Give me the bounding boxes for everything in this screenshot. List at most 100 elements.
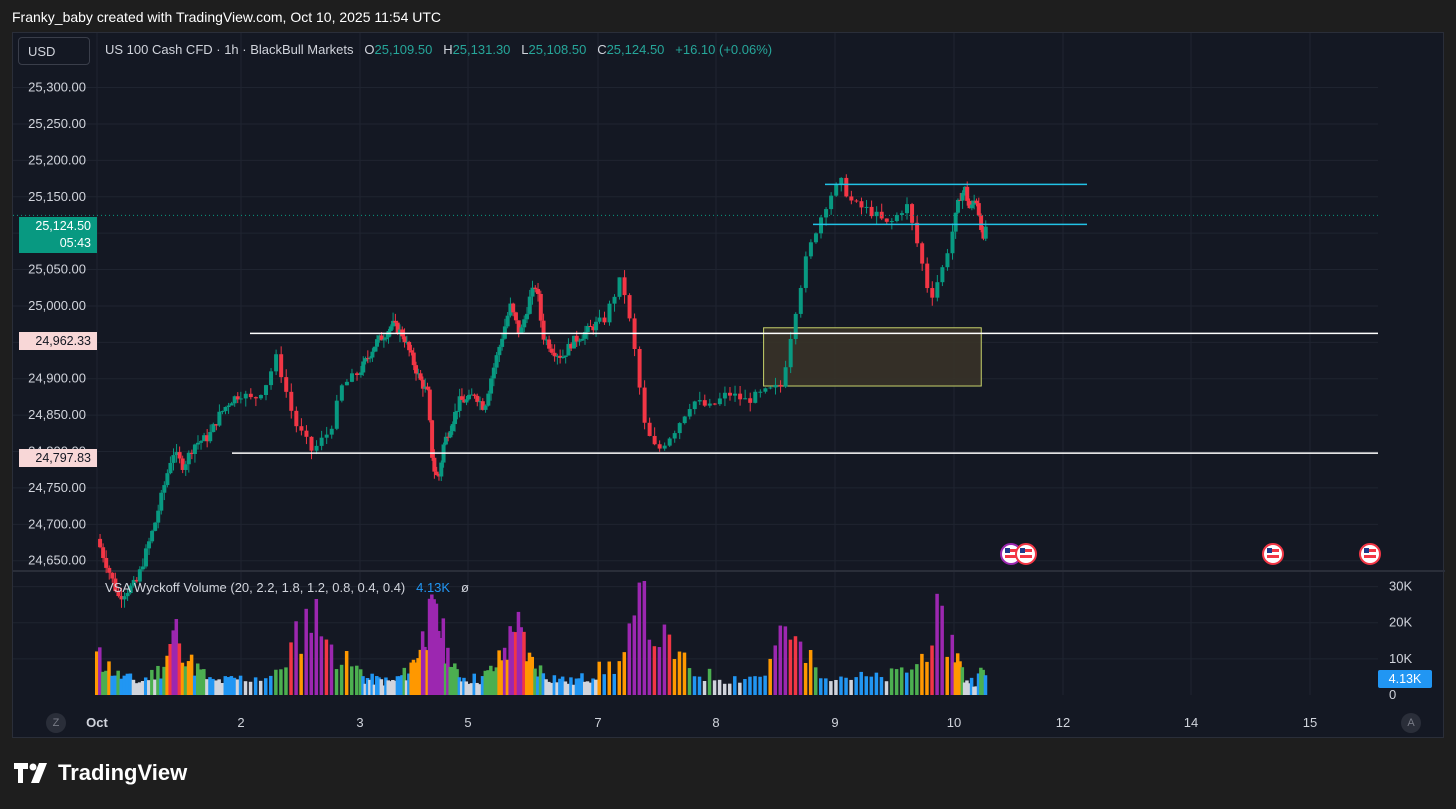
candle-body [168, 462, 173, 474]
volume-bar [110, 675, 114, 695]
volume-bar [647, 639, 652, 695]
candle-body [513, 312, 518, 321]
volume-bar [104, 670, 108, 695]
volume-bar [436, 630, 441, 695]
candle-body [128, 585, 133, 594]
volume-bar [962, 682, 967, 695]
volume-bar [177, 643, 182, 695]
time-tick-label: 3 [356, 715, 363, 730]
candle-body [299, 426, 304, 431]
volume-bar [549, 682, 554, 695]
candle-body [414, 365, 419, 374]
candle-body [180, 458, 185, 470]
open-label: O [364, 42, 375, 57]
volume-bar [889, 668, 894, 695]
candle-body [869, 206, 874, 217]
volume-bar [294, 621, 298, 695]
volume-bar [560, 676, 565, 695]
us-flag-event-icon[interactable] [1262, 543, 1284, 565]
candle-body [384, 337, 389, 340]
volume-bar [258, 680, 263, 695]
candle-body [404, 341, 409, 343]
volume-bar [183, 666, 188, 695]
candle-body [402, 336, 407, 343]
volume-bar [365, 677, 370, 695]
candle-body [483, 405, 488, 410]
volume-bar [192, 675, 197, 695]
flag-canton [1364, 548, 1369, 553]
candle-body [208, 432, 213, 442]
time-tick-label: 8 [712, 715, 719, 730]
candle-body [284, 377, 289, 392]
chart-canvas[interactable]: 25,300.00 25,250.00 25,200.00 25,150.00 25,1… [13, 33, 1445, 739]
volume-bar [983, 675, 988, 695]
volume-bar [329, 644, 334, 695]
volume-bar [217, 679, 221, 695]
currency-button[interactable]: USD [18, 37, 90, 65]
volume-bar [284, 667, 288, 695]
volume-bar [358, 669, 363, 695]
volume-bar [397, 676, 402, 695]
candle-body [386, 330, 391, 338]
volume-bar [434, 603, 439, 695]
volume-bar [404, 680, 409, 695]
candle-body [538, 293, 543, 321]
volume-last-badge: 4.13K [1378, 670, 1432, 688]
candle-body [594, 321, 599, 331]
volume-bar [925, 661, 929, 695]
volume-bar [940, 605, 944, 695]
volume-bar [783, 626, 788, 695]
candle-body [536, 289, 541, 294]
candle-body [915, 222, 920, 244]
candle-body [363, 358, 368, 362]
volume-bar [585, 681, 590, 695]
candle-body [189, 452, 194, 455]
us-flag-event-icon[interactable] [1359, 543, 1381, 565]
price-tick-label: 24,700.00 [28, 516, 86, 531]
volume-bar [377, 677, 381, 695]
volume-bar [368, 679, 372, 695]
candle-body [486, 393, 491, 406]
volume-bar [208, 677, 212, 695]
chart-frame[interactable]: 25,300.00 25,250.00 25,200.00 25,150.00 25,1… [12, 32, 1445, 739]
volume-indicator-name[interactable]: VSA Wyckoff Volume (20, 2.2, 1.8, 1.2, 0… [105, 580, 406, 595]
volume-bar [910, 669, 914, 695]
candle-body [358, 372, 363, 376]
volume-bar [697, 676, 702, 695]
change-value: +16.10 (+0.06%) [675, 42, 773, 57]
volume-bar [538, 665, 543, 695]
candle-body [748, 398, 753, 403]
volume-bar [793, 636, 798, 695]
volume-bar [758, 676, 762, 695]
candle-body [462, 399, 467, 403]
event-icon-ring [1359, 543, 1381, 565]
volume-bar [677, 651, 682, 695]
candle-body [314, 445, 319, 451]
flag-stripe [1364, 549, 1376, 552]
volume-tick-label: 0 [1389, 687, 1396, 702]
flag-stripe [1005, 549, 1017, 552]
volume-bar [226, 677, 231, 695]
candle-body [930, 288, 935, 298]
volume-bars [95, 580, 988, 695]
volume-bar [773, 645, 777, 695]
volume-bar [414, 662, 418, 695]
price-tick-label: 25,150.00 [28, 189, 86, 204]
event-markers[interactable] [1000, 543, 1381, 565]
candle-body [960, 192, 965, 201]
horizontal-levels[interactable] [232, 183, 1378, 454]
auto-scale-button[interactable]: A [1401, 713, 1421, 733]
volume-bar [958, 661, 962, 695]
volume-bar [143, 677, 148, 695]
zoom-reset-button[interactable]: Z [46, 713, 66, 733]
candle-body [607, 303, 612, 323]
us-flag-event-icon[interactable] [1015, 543, 1037, 565]
candle-body [824, 209, 829, 218]
candle-body [569, 343, 574, 349]
candle-body [263, 385, 268, 395]
symbol-title[interactable]: US 100 Cash CFD · 1h · BlackBull Markets [105, 42, 354, 57]
volume-bar [617, 661, 622, 695]
candle-body [174, 452, 179, 456]
candle-body [423, 386, 428, 389]
candle-body [920, 243, 925, 264]
